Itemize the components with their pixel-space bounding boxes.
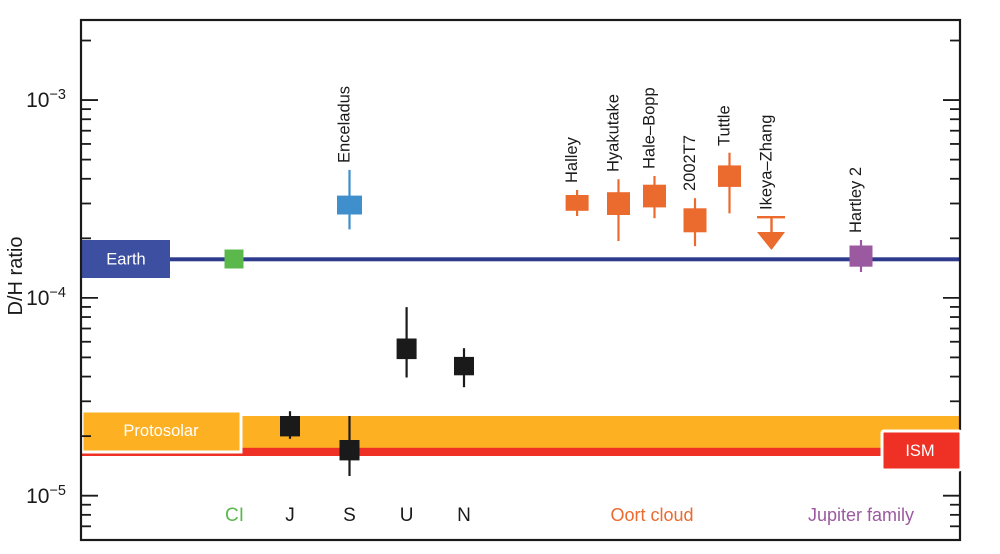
svg-text:Oort cloud: Oort cloud [610, 505, 693, 525]
svg-text:Hale–Bopp: Hale–Bopp [641, 87, 659, 169]
svg-text:Earth: Earth [106, 251, 145, 269]
svg-text:Jupiter family: Jupiter family [808, 505, 914, 525]
svg-text:2002T7: 2002T7 [681, 135, 699, 191]
svg-text:N: N [457, 505, 471, 526]
svg-text:Halley: Halley [563, 136, 581, 183]
svg-text:J: J [285, 505, 295, 526]
svg-text:Hyakutake: Hyakutake [605, 94, 623, 172]
svg-text:U: U [400, 505, 414, 526]
svg-text:D/H ratio: D/H ratio [5, 237, 27, 316]
svg-text:Tuttle: Tuttle [716, 105, 734, 146]
svg-text:ISM: ISM [905, 442, 934, 460]
svg-text:Protosolar: Protosolar [123, 422, 199, 440]
svg-text:Hartley 2: Hartley 2 [847, 167, 865, 233]
svg-text:CI: CI [225, 505, 244, 526]
svg-text:Ikeya–Zhang: Ikeya–Zhang [758, 115, 776, 210]
svg-text:S: S [343, 505, 356, 526]
svg-text:Enceladus: Enceladus [336, 86, 354, 163]
